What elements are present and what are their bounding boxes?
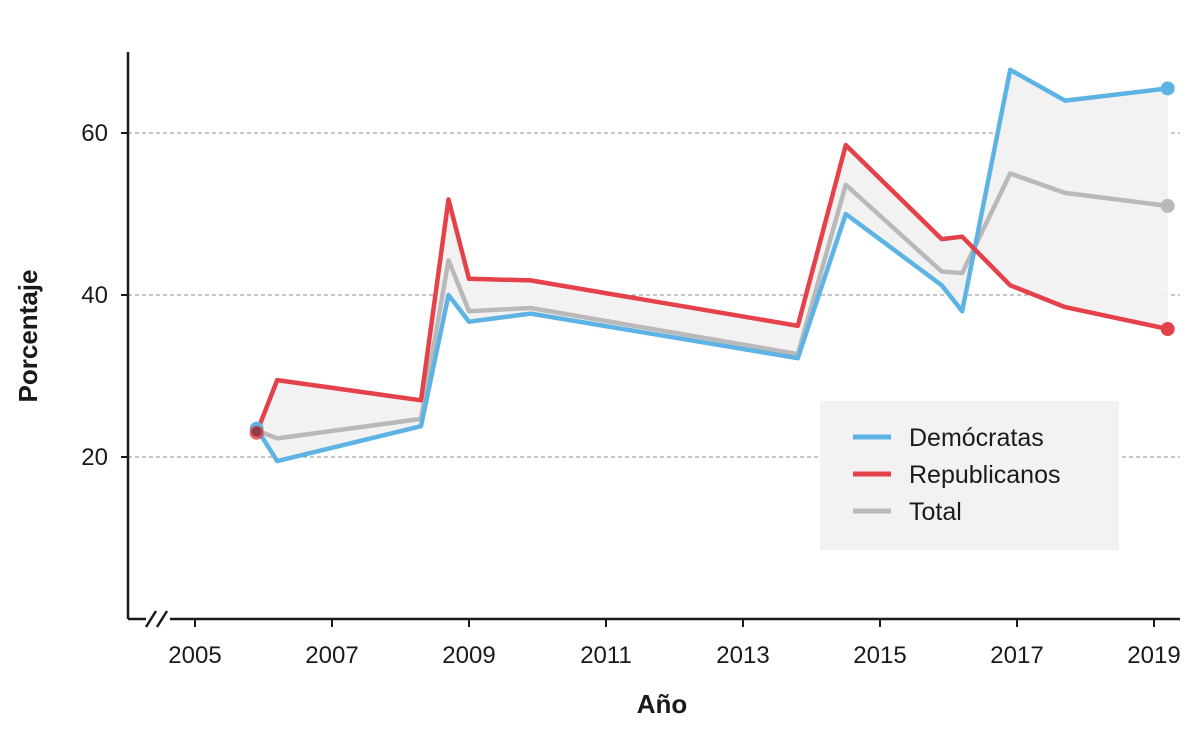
- series-line-republicanos: [254, 142, 1170, 435]
- legend: Demócratas Republicanos Total: [820, 401, 1119, 550]
- x-tick-label: 2011: [580, 642, 632, 669]
- legend-label: Total: [909, 498, 962, 526]
- x-tick-label: 2017: [990, 642, 1043, 669]
- difference-band: [256, 69, 1168, 462]
- x-tick-label: 2009: [442, 642, 495, 669]
- x-axis-title: Año: [637, 689, 688, 719]
- x-tick-label: 2015: [853, 642, 906, 669]
- legend-label: Demócratas: [909, 424, 1044, 452]
- axis-break-mark: [144, 610, 158, 628]
- series-end-marker-total: [1160, 198, 1175, 213]
- y-tick-label: 40: [81, 282, 108, 309]
- y-tick-label: 60: [81, 120, 108, 147]
- series-line-democratas: [254, 67, 1170, 464]
- axes: 20 40 60 2005 2007 2009 2011 2013 2015 2017 2019 Añ…: [13, 52, 1181, 719]
- x-tick-label: 2005: [168, 642, 221, 669]
- legend-label: Republicanos: [909, 461, 1061, 489]
- axis-break-mark: [155, 610, 169, 628]
- series-end-marker-republicanos: [1160, 322, 1175, 337]
- series-end-marker-democratas: [1160, 81, 1175, 96]
- y-tick-label: 20: [81, 444, 108, 471]
- x-tick-label: 2013: [716, 642, 769, 669]
- series-layer: [249, 67, 1175, 464]
- x-tick-label: 2019: [1127, 642, 1180, 669]
- series-start-marker-overlap: [251, 426, 262, 437]
- y-axis-title: Porcentaje: [13, 270, 43, 403]
- x-tick-label: 2007: [305, 642, 358, 669]
